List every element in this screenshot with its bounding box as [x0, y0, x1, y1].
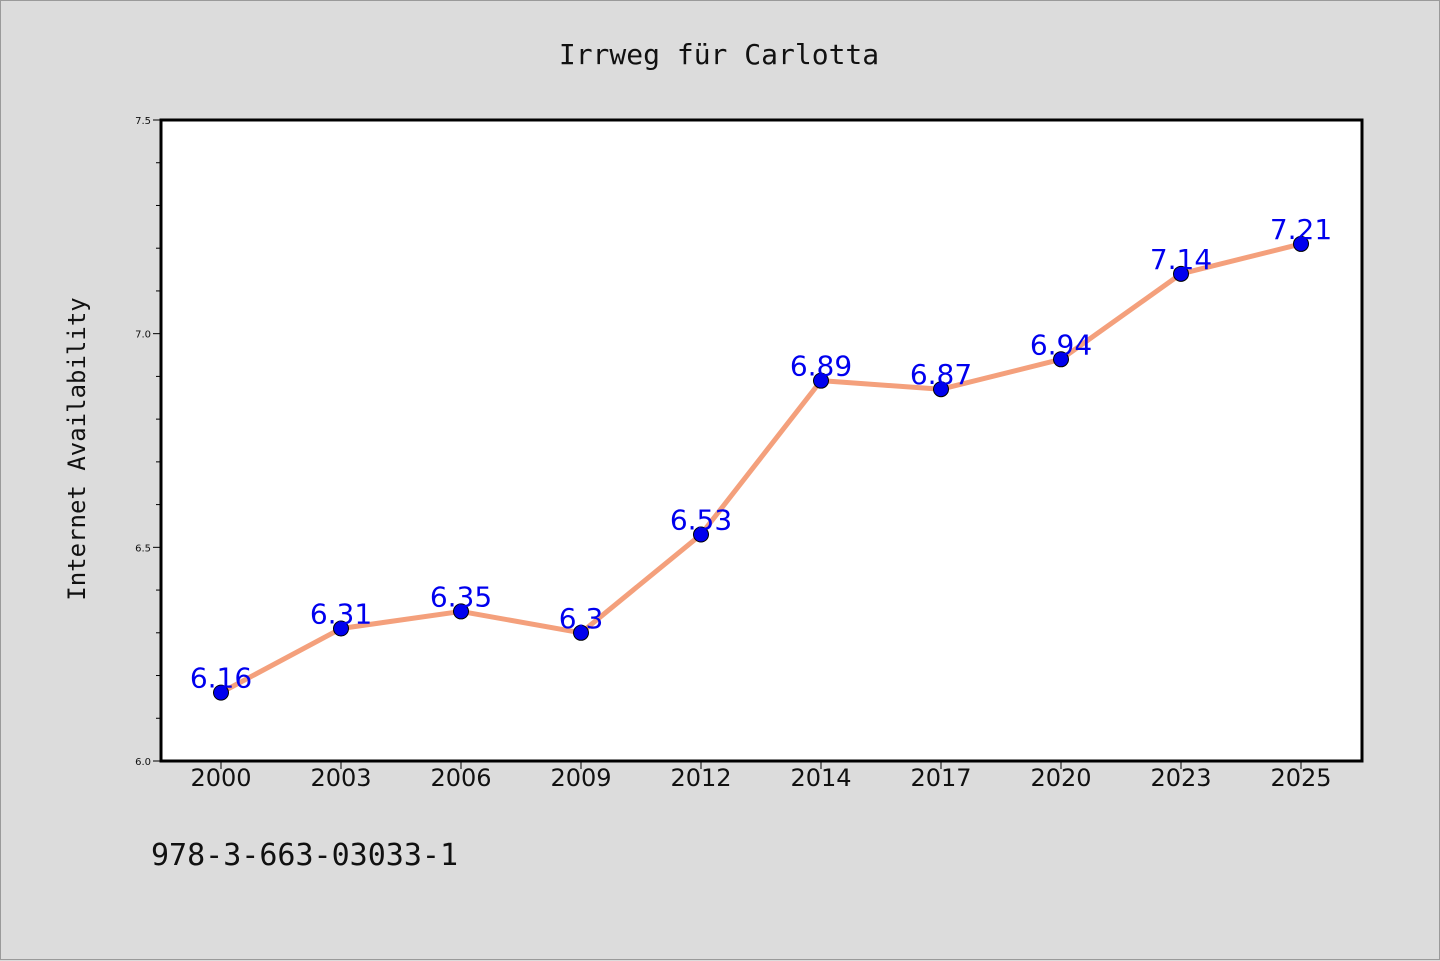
x-axis-ticks: 2000 2003 2006 2009 2012 2014 2017 2020 2023 2025 [190, 761, 1332, 792]
plot-border [159, 118, 1364, 763]
x-tick-label: 2025 [1270, 764, 1331, 792]
x-tick-label: 2012 [670, 764, 731, 792]
x-tick-label: 2017 [910, 764, 971, 792]
data-label: 6.31 [310, 598, 372, 631]
x-tick-label: 2003 [310, 764, 371, 792]
data-label: 6.3 [559, 602, 604, 635]
data-point [813, 372, 829, 389]
chart-title: Irrweg für Carlotta [559, 38, 879, 71]
y-tick-label: 6.0 [135, 757, 151, 768]
x-tick-label: 2020 [1030, 764, 1091, 792]
y-tick-label: 6.5 [135, 543, 151, 554]
isbn-footer: 978-3-663-03033-1 [151, 838, 458, 873]
x-tick-label: 2006 [430, 764, 491, 792]
y-axis-ticks: 6.0 6.5 7.0 7.5 [135, 116, 161, 768]
data-label: 7.21 [1270, 213, 1332, 246]
data-point [333, 620, 349, 637]
y-axis-label: Internet Availability [63, 297, 91, 600]
data-point [1053, 351, 1069, 368]
data-label: 6.94 [1030, 328, 1092, 361]
x-tick-label: 2014 [790, 764, 851, 792]
data-label: 6.35 [430, 580, 492, 613]
series-line [218, 241, 1304, 696]
data-point [1173, 265, 1189, 282]
data-label: 6.89 [790, 350, 852, 383]
x-tick-label: 2023 [1150, 764, 1211, 792]
data-point [453, 603, 469, 620]
x-tick-label: 2009 [550, 764, 611, 792]
x-tick-label: 2000 [190, 764, 251, 792]
plot-area [161, 120, 1362, 761]
data-point [693, 526, 709, 543]
data-label: 6.53 [670, 504, 732, 537]
data-label: 6.87 [910, 358, 972, 391]
data-label-group: 6.16 6.31 6.35 6.3 6.53 6.89 6.87 6.94 7.14 7.21 [190, 213, 1332, 695]
y-tick-label: 7.0 [135, 330, 151, 341]
data-point [1293, 235, 1309, 252]
data-label: 6.16 [190, 662, 252, 695]
series-line-group [218, 241, 1304, 696]
marker-group [213, 235, 1309, 701]
data-label: 7.14 [1150, 243, 1212, 276]
data-point [213, 684, 229, 701]
y-tick-label: 7.5 [135, 116, 151, 127]
data-point [933, 381, 949, 398]
data-point [573, 624, 589, 641]
